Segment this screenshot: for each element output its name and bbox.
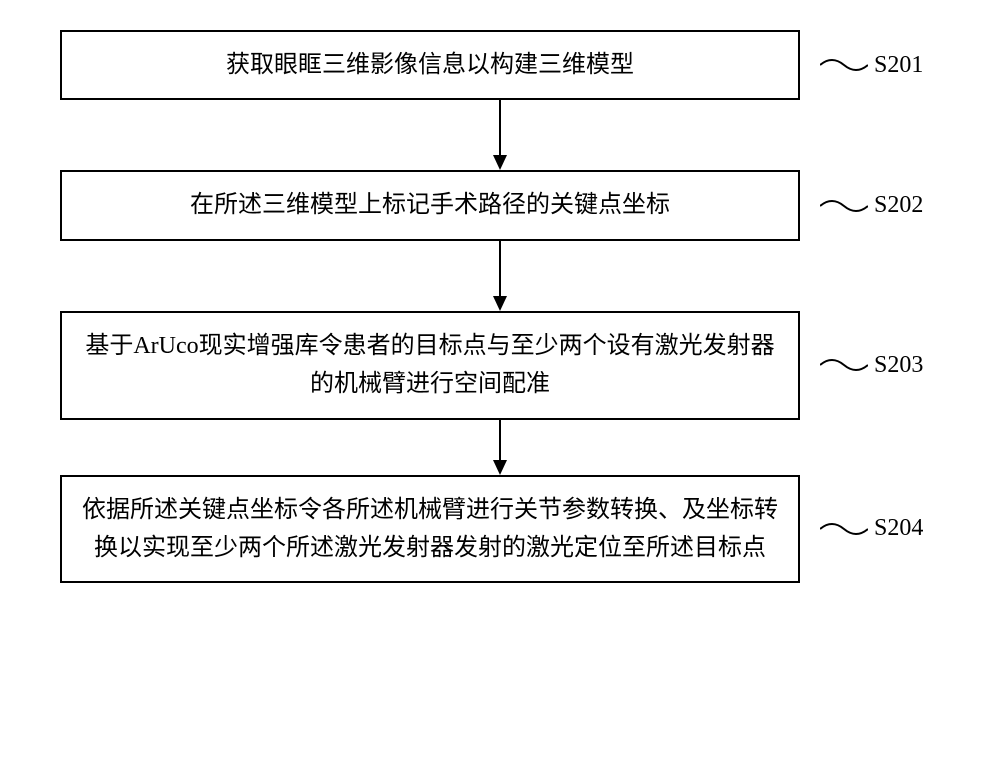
step-label-3: S203 bbox=[874, 352, 923, 379]
step-row-2: 在所述三维模型上标记手术路径的关键点坐标 S202 bbox=[60, 170, 940, 240]
step-label-1: S201 bbox=[874, 52, 923, 79]
arrow-container-1 bbox=[130, 100, 870, 170]
step-label-wrapper-2: S202 bbox=[820, 192, 923, 219]
arrow-container-2 bbox=[130, 241, 870, 311]
step-text-3: 基于ArUco现实增强库令患者的目标点与至少两个设有激光发射器的机械臂进行空间配… bbox=[82, 327, 778, 404]
arrow-down-icon bbox=[490, 420, 510, 475]
arrow-down-icon bbox=[490, 100, 510, 170]
flowchart-container: 获取眼眶三维影像信息以构建三维模型 S201 在所述三维模型上标记手术路径的关键… bbox=[60, 30, 940, 583]
step-label-wrapper-4: S204 bbox=[820, 515, 923, 542]
step-label-wrapper-3: S203 bbox=[820, 352, 923, 379]
step-box-1: 获取眼眶三维影像信息以构建三维模型 bbox=[60, 30, 800, 100]
step-row-1: 获取眼眶三维影像信息以构建三维模型 S201 bbox=[60, 30, 940, 100]
curve-connector-icon bbox=[820, 353, 868, 377]
step-label-wrapper-1: S201 bbox=[820, 52, 923, 79]
step-box-2: 在所述三维模型上标记手术路径的关键点坐标 bbox=[60, 170, 800, 240]
arrow-container-3 bbox=[130, 420, 870, 475]
arrow-down-icon bbox=[490, 241, 510, 311]
step-row-3: 基于ArUco现实增强库令患者的目标点与至少两个设有激光发射器的机械臂进行空间配… bbox=[60, 311, 940, 420]
step-box-3: 基于ArUco现实增强库令患者的目标点与至少两个设有激光发射器的机械臂进行空间配… bbox=[60, 311, 800, 420]
step-text-2: 在所述三维模型上标记手术路径的关键点坐标 bbox=[190, 186, 670, 224]
curve-connector-icon bbox=[820, 517, 868, 541]
step-label-2: S202 bbox=[874, 192, 923, 219]
step-text-4: 依据所述关键点坐标令各所述机械臂进行关节参数转换、及坐标转换以实现至少两个所述激… bbox=[82, 491, 778, 568]
curve-connector-icon bbox=[820, 194, 868, 218]
step-row-4: 依据所述关键点坐标令各所述机械臂进行关节参数转换、及坐标转换以实现至少两个所述激… bbox=[60, 475, 940, 584]
step-label-4: S204 bbox=[874, 515, 923, 542]
step-text-1: 获取眼眶三维影像信息以构建三维模型 bbox=[226, 46, 634, 84]
curve-connector-icon bbox=[820, 53, 868, 77]
step-box-4: 依据所述关键点坐标令各所述机械臂进行关节参数转换、及坐标转换以实现至少两个所述激… bbox=[60, 475, 800, 584]
